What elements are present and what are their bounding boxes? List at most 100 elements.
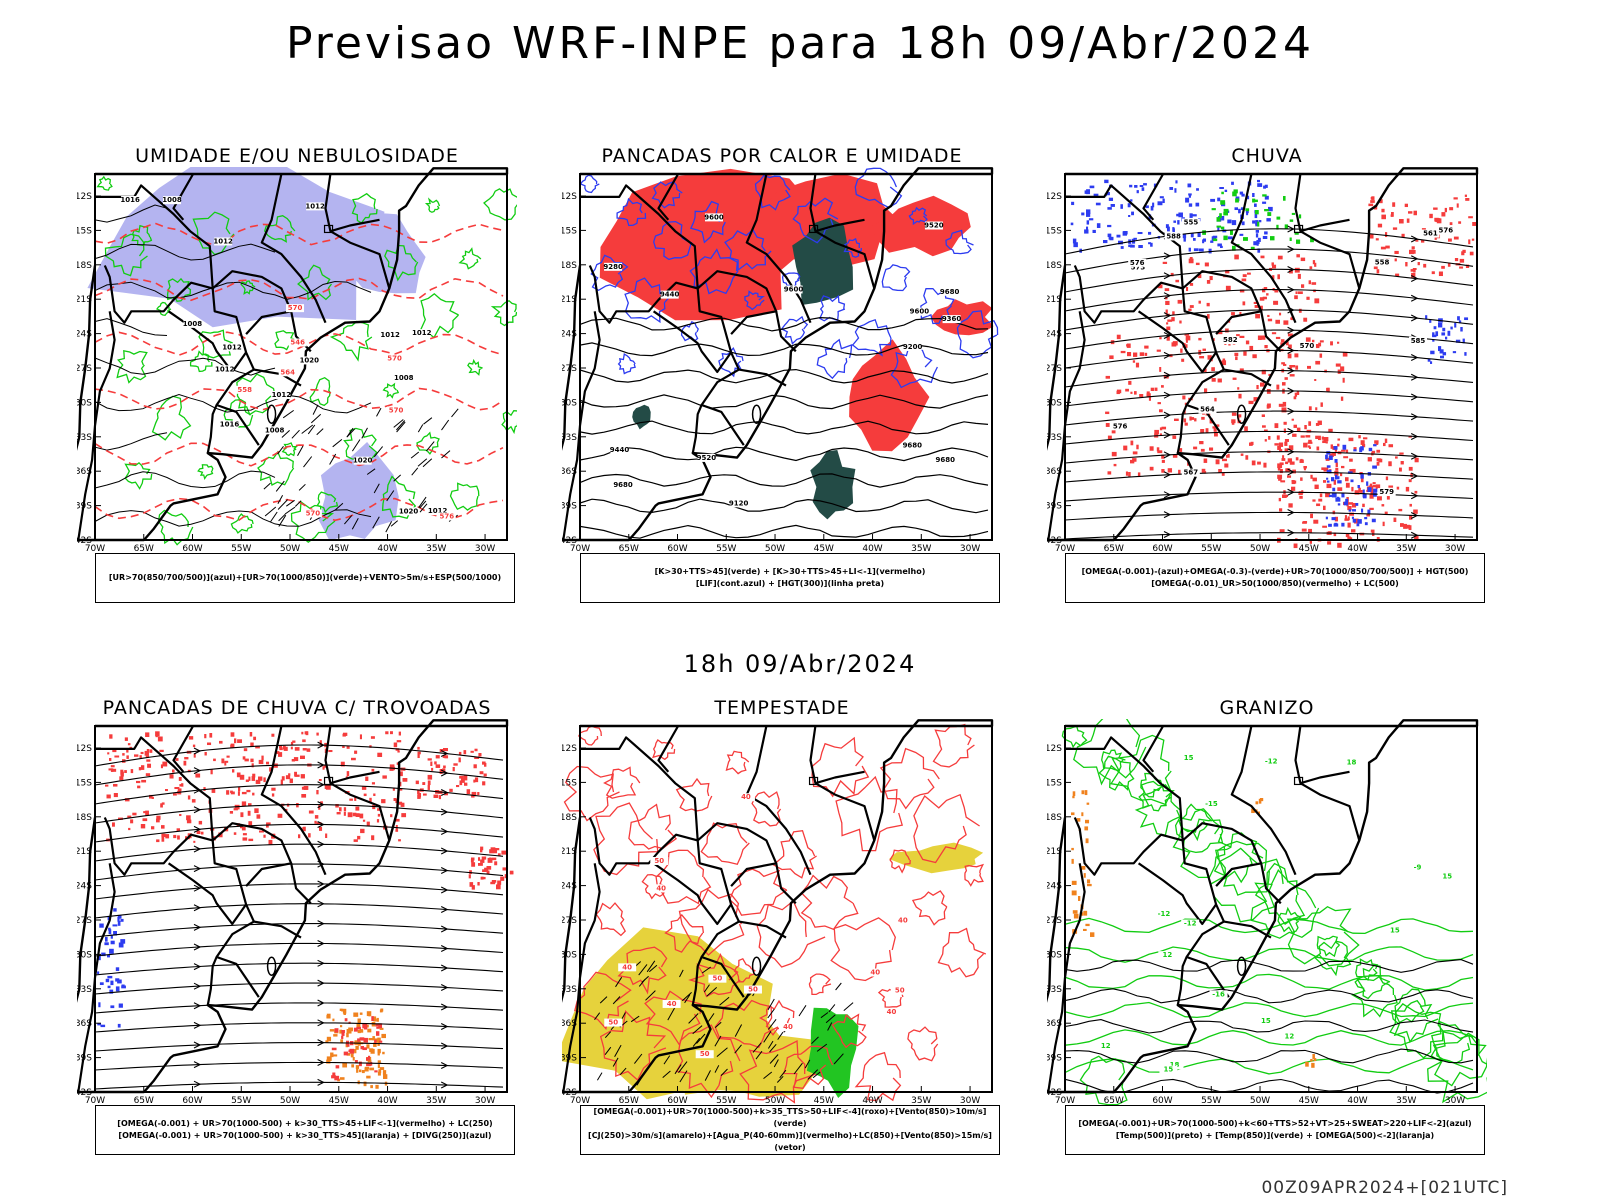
- rain-red: [1326, 387, 1330, 392]
- tstorm-red: [149, 794, 153, 799]
- rain-blue: [1210, 240, 1214, 243]
- streamline-arrow: [1410, 255, 1419, 263]
- tstorm-red: [343, 1051, 349, 1056]
- rain-blue: [1167, 226, 1170, 232]
- rain-red: [1240, 453, 1244, 456]
- legend-line: [UR>70(850/700/500)](azul)+[UR>70(1000/8…: [108, 573, 502, 582]
- rain-red: [1310, 474, 1313, 479]
- divergence-blue: [98, 1002, 101, 1008]
- tstorm-red: [478, 753, 482, 757]
- water-contour: [879, 747, 940, 810]
- tstorm-red: [291, 759, 296, 762]
- rain-red: [1203, 458, 1208, 463]
- tstorm-red: [314, 815, 319, 819]
- omega-orange: [1084, 826, 1089, 831]
- lon-label: 55W: [716, 1096, 736, 1106]
- omega-orange: [1260, 798, 1264, 802]
- rain-blue: [1073, 242, 1078, 248]
- wind-vector: [679, 1070, 688, 1083]
- streamline-arrow: [1287, 367, 1295, 375]
- temp500-line: [1064, 959, 1474, 973]
- lagoon: [751, 404, 762, 424]
- streamline-arrow: [317, 801, 325, 809]
- rain-blue: [1172, 227, 1175, 231]
- rain-blue: [1335, 476, 1340, 480]
- rain-red: [1232, 377, 1237, 380]
- tstorm-red: [161, 837, 165, 842]
- map-layer: [562, 723, 987, 1104]
- coastline: [1047, 167, 1479, 542]
- tstorm-red: [191, 799, 196, 803]
- streamline-arrow: [1287, 407, 1295, 415]
- hgt300-line: [579, 473, 989, 488]
- tstorm-red: [397, 750, 400, 753]
- rain-red: [1272, 264, 1277, 269]
- rain-red: [1253, 397, 1258, 402]
- tstorm-orange: [326, 1059, 331, 1064]
- rain-red: [1384, 511, 1388, 515]
- tstorm-red: [193, 753, 196, 758]
- rain-red: [1343, 456, 1349, 459]
- rain-red: [1314, 262, 1317, 267]
- tstorm-red: [385, 731, 389, 735]
- tstorm-orange: [366, 1044, 370, 1049]
- tstorm-red: [390, 731, 393, 735]
- rain-red: [1360, 477, 1364, 483]
- rain-red: [1315, 344, 1320, 349]
- streamline-arrow: [1163, 531, 1172, 538]
- country-border: [691, 956, 703, 1006]
- lat-label: 39S: [562, 502, 577, 512]
- rain-blue: [1165, 224, 1169, 229]
- contour-label: 1012: [412, 329, 432, 337]
- wind-vector: [638, 964, 648, 976]
- streamline-arrow: [1410, 511, 1419, 519]
- rain-blue: [1195, 202, 1200, 207]
- streamline: [94, 923, 504, 938]
- streamline-arrow: [1287, 488, 1295, 496]
- wind-vector: [604, 1046, 612, 1056]
- contour-label-bg: [604, 1018, 623, 1027]
- wind-vector: [646, 960, 656, 973]
- rain-red: [1257, 461, 1261, 465]
- tstorm-red: [289, 778, 293, 784]
- rain-red: [1369, 494, 1374, 499]
- rain-green: [1235, 198, 1239, 203]
- rain-blue: [1368, 447, 1373, 452]
- rain-red: [1167, 319, 1173, 322]
- rain-red: [1386, 495, 1390, 500]
- rain-blue: [1351, 509, 1356, 512]
- tstorm-red: [252, 773, 256, 778]
- tstorm-red: [342, 746, 345, 749]
- wind-vector: [277, 445, 284, 455]
- rain-red: [1396, 486, 1400, 490]
- rain-red: [1303, 442, 1308, 448]
- tstorm-red: [496, 884, 501, 890]
- rain-red: [1400, 523, 1404, 527]
- rain-blue: [1086, 189, 1091, 195]
- rain-red: [1342, 377, 1345, 383]
- rain-red: [1172, 435, 1177, 439]
- lat-label: 18S: [1047, 261, 1062, 271]
- contour-label-bg: [610, 446, 629, 455]
- contour-label: -15: [1205, 800, 1218, 808]
- contour-label: -9: [1414, 863, 1422, 871]
- temp850-contour: [1061, 725, 1088, 749]
- tstorm-red: [480, 859, 485, 863]
- rain-blue: [1458, 320, 1462, 324]
- contour-label-bg: [387, 406, 406, 415]
- rain-red: [1139, 352, 1145, 356]
- rain-red: [1456, 203, 1459, 208]
- streamline: [1064, 410, 1474, 426]
- rain-blue: [1148, 231, 1152, 235]
- tstorm-red: [486, 870, 490, 875]
- rain-red: [1376, 458, 1381, 462]
- rain-red: [1453, 236, 1459, 240]
- humidity-contour: [384, 244, 419, 282]
- wind-vector: [752, 1042, 762, 1053]
- rain-red: [1186, 287, 1189, 292]
- rain-red: [1449, 207, 1454, 211]
- tstorm-red: [376, 1026, 380, 1029]
- wind-vector: [684, 994, 691, 1004]
